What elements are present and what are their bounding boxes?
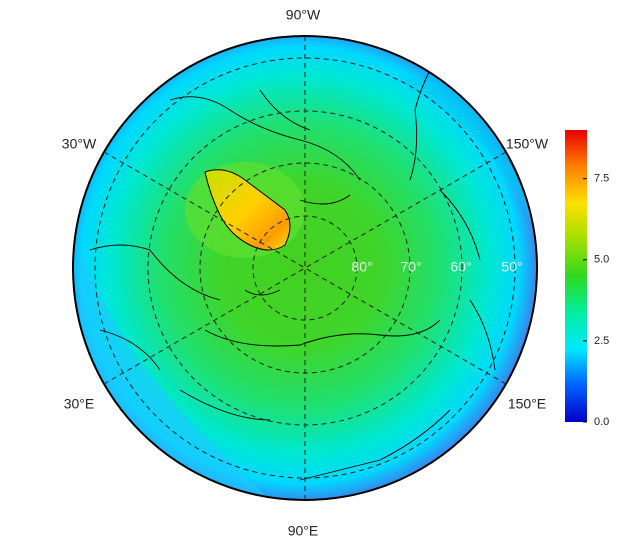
lat-label: 60° [450, 259, 471, 275]
lon-label: 30°E [64, 396, 95, 412]
lat-label: 70° [400, 259, 421, 275]
colorbar-tick-label: 0.0 [594, 416, 609, 428]
colorbar-tick-label: 7.5 [594, 173, 609, 185]
lon-label: 90°W [286, 7, 321, 23]
graticule [94, 36, 516, 500]
lat-label: 80° [351, 259, 372, 275]
colorbar-tick-label: 2.5 [594, 335, 609, 347]
colorbar-tick-label: 5.0 [594, 254, 609, 266]
lat-label: 50° [501, 259, 522, 275]
colorbar [565, 130, 587, 422]
lon-label: 90°E [288, 523, 319, 539]
lon-label: 150°W [506, 136, 549, 152]
lon-label: 30°W [62, 136, 97, 152]
lon-label: 150°E [508, 396, 546, 412]
data-field [73, 36, 537, 500]
